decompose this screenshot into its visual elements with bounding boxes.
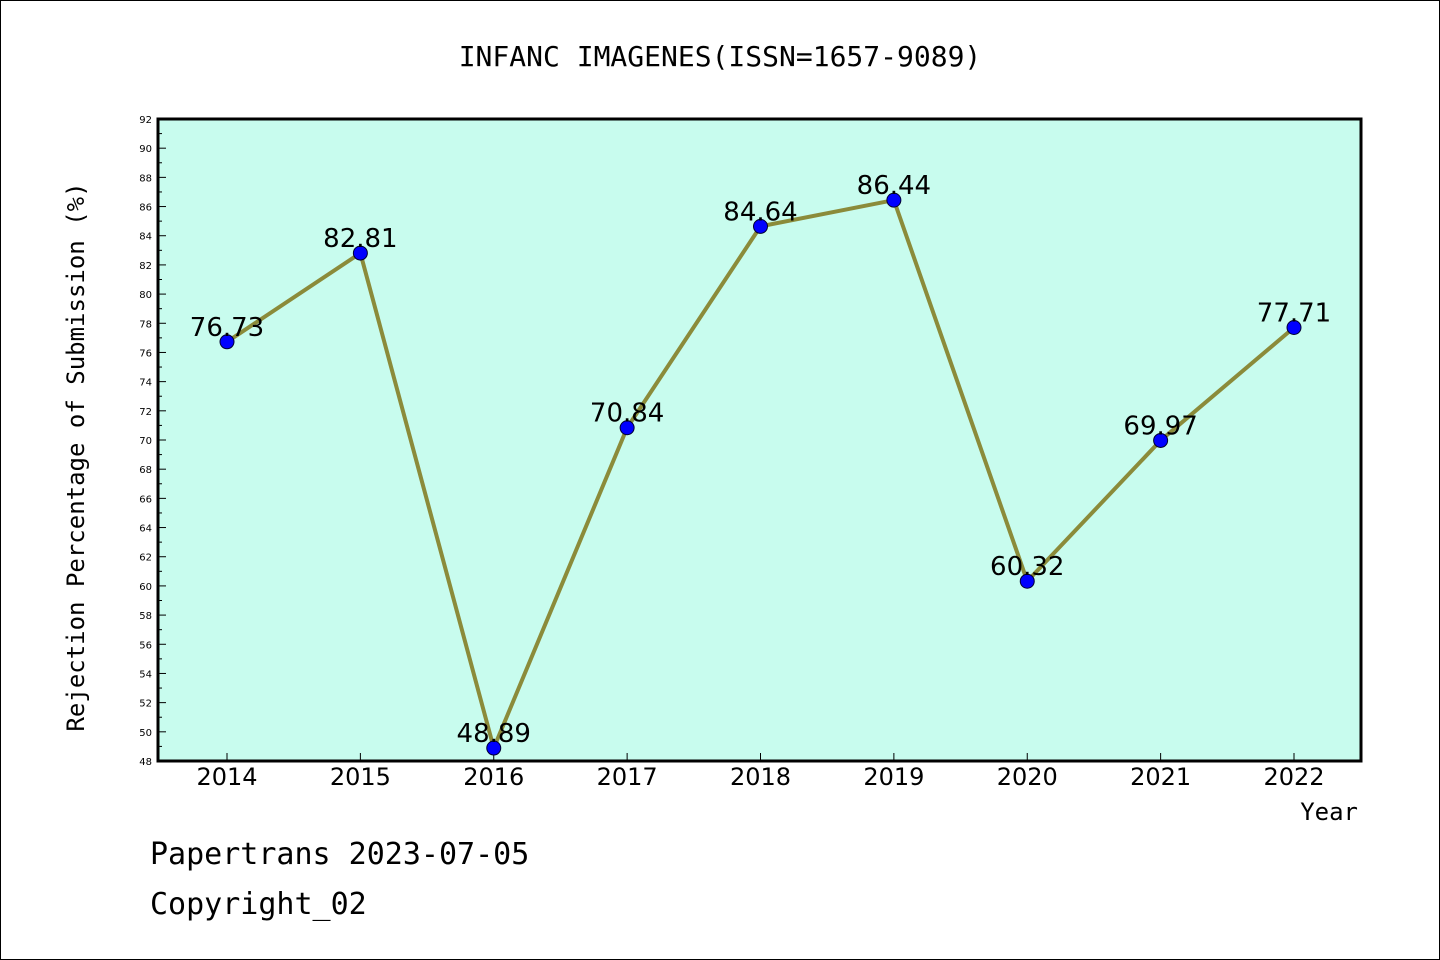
markers-group xyxy=(219,192,1302,756)
data-point xyxy=(619,420,635,436)
chart-title: INFANC IMAGENES(ISSN=1657-9089) xyxy=(459,40,982,73)
y-tick-label: 88 xyxy=(139,173,152,184)
y-tick-label: 66 xyxy=(139,494,152,505)
y-tick-label: 62 xyxy=(139,553,152,564)
x-tick-label: 2016 xyxy=(463,763,524,791)
data-label: 86.44 xyxy=(857,171,931,201)
y-axis-label: Rejection Percentage of Submission (%) xyxy=(62,182,90,731)
footer-copyright: Copyright_02 xyxy=(150,887,367,922)
data-label: 48.89 xyxy=(457,719,531,749)
footer-date: Papertrans 2023-07-05 xyxy=(150,837,529,872)
x-tick-label: 2020 xyxy=(997,763,1058,791)
data-label: 76.73 xyxy=(190,313,264,343)
x-tick-label: 2014 xyxy=(196,763,257,791)
x-tick-label: 2021 xyxy=(1130,763,1191,791)
y-tick-label: 72 xyxy=(139,407,152,418)
y-tick-label: 58 xyxy=(139,611,152,622)
y-tick-label: 50 xyxy=(139,728,152,739)
y-tick-label: 64 xyxy=(139,524,152,535)
y-tick-label: 68 xyxy=(139,465,152,476)
x-tick-label: 2015 xyxy=(330,763,391,791)
y-tick-label: 74 xyxy=(139,378,152,389)
data-label: 60.32 xyxy=(990,552,1064,582)
y-axis: 48 50 52 54 56 58 60 62 64 66 68 70 72 74 76 78 80 82 84 86… xyxy=(139,115,166,768)
y-tick-label: 54 xyxy=(139,669,152,680)
data-point xyxy=(753,218,768,234)
y-tick-label: 52 xyxy=(139,699,152,710)
x-axis-label: Year xyxy=(1300,798,1358,826)
data-point xyxy=(1286,320,1302,336)
y-tick-label: 56 xyxy=(139,640,152,651)
x-tick-label: 2017 xyxy=(597,763,658,791)
y-tick-label: 70 xyxy=(139,436,152,447)
data-label: 84.64 xyxy=(723,197,797,227)
data-label: 77.71 xyxy=(1257,299,1331,329)
x-tick-label: 2018 xyxy=(730,763,791,791)
x-tick-label: 2022 xyxy=(1263,763,1324,791)
data-point xyxy=(219,334,235,350)
y-tick-label: 48 xyxy=(139,757,152,768)
y-tick-label: 76 xyxy=(139,348,152,359)
y-tick-label: 84 xyxy=(139,232,152,243)
x-axis: 2014 2015 2016 2017 2018 2019 2020 2021 2022 xyxy=(196,753,1325,791)
y-tick-label: 78 xyxy=(139,319,152,330)
y-tick-label: 60 xyxy=(139,582,152,593)
data-label: 70.84 xyxy=(590,399,664,429)
data-point xyxy=(486,740,502,756)
data-point xyxy=(886,192,902,208)
y-tick-label: 82 xyxy=(139,261,152,272)
data-point xyxy=(1153,432,1169,448)
y-tick-label: 86 xyxy=(139,203,152,214)
data-labels-group: 76.73 82.81 48.89 70.84 84.64 86.44 60.32 69.97… xyxy=(190,171,1331,749)
data-label: 82.81 xyxy=(323,224,397,254)
x-tick-label: 2019 xyxy=(863,763,924,791)
data-label: 69.97 xyxy=(1123,411,1197,441)
data-point xyxy=(1019,573,1035,589)
y-tick-label: 92 xyxy=(139,115,152,126)
data-point xyxy=(352,245,368,261)
y-tick-label: 90 xyxy=(139,144,152,155)
y-tick-label: 80 xyxy=(139,290,152,301)
